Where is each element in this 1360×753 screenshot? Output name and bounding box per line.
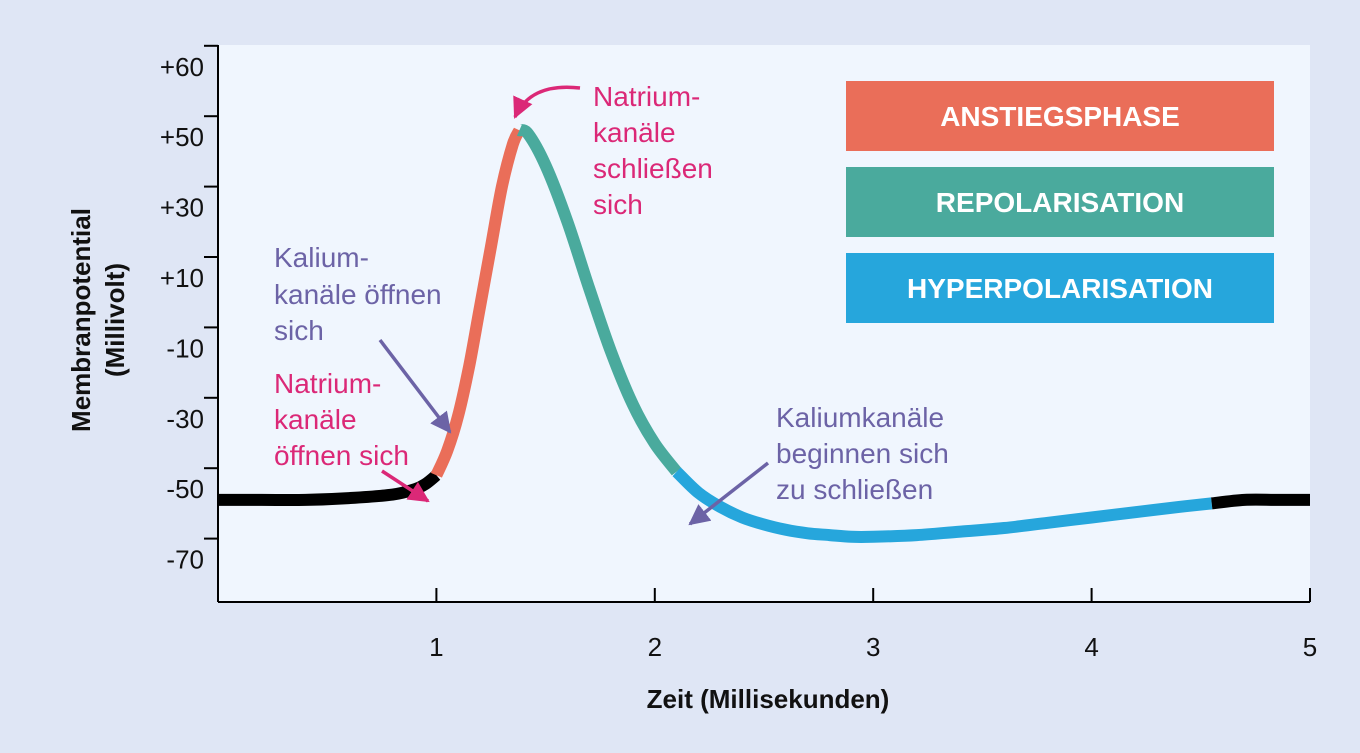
axes: +60 +50 +30 +10 -10 -30 -50 -70 1 2 3 4 5 [160,44,1317,662]
arrow-kalium-close [688,461,770,526]
annotation-kalium-close-line-2: beginnen sich [776,438,949,469]
annotation-kalium-open-line-2: kanäle öffnen [274,279,442,310]
annotation-natrium-close-line-3: schließen [593,153,713,184]
y-tick-label: -10 [166,333,204,363]
x-tick-label: 1 [429,632,443,662]
annotation-natrium-open-line-3: öffnen sich [274,440,409,471]
annotation-natrium-close-line-4: sich [593,189,643,220]
y-axis-title: Membranpotential (Millivolt) [66,208,130,432]
annotation-kalium-open-line-1: Kalium- [274,242,369,273]
y-tick-label: +10 [160,263,204,293]
y-tick-label: +50 [160,122,204,152]
x-tick-label: 2 [648,632,662,662]
curve-segment-anstiegsphase-1 [430,127,525,478]
x-tick-label: 5 [1303,632,1317,662]
annotation-natrium-close: Natrium- kanäle schließen sich [513,81,713,220]
y-axis-title-line-1: Membranpotential [66,208,96,432]
x-tick-label: 4 [1084,632,1098,662]
annotation-natrium-close-line-2: kanäle [593,117,676,148]
membrane-potential-curve [217,124,1310,544]
legend-box-repolarisation [846,167,1274,237]
annotation-kalium-open: Kalium- kanäle öffnen sich [274,242,452,434]
y-axis-title-line-2: (Millivolt) [100,263,130,377]
legend-label-repolarisation: REPOLARISATION [936,187,1184,218]
arrow-natrium-open [381,469,430,503]
annotation-kalium-close-line-3: zu schließen [776,474,933,505]
y-tick-label: -50 [166,474,204,504]
annotation-natrium-close-line-1: Natrium- [593,81,700,112]
y-tick-label: -70 [166,545,204,575]
y-tick-label: -30 [166,404,204,434]
annotation-natrium-open-line-2: kanäle [274,404,357,435]
legend-box-anstiegsphase [846,81,1274,151]
annotation-kalium-close-line-1: Kaliumkanäle [776,402,944,433]
arrow-natrium-close [513,85,581,119]
annotation-natrium-open: Natrium- kanäle öffnen sich [274,368,430,503]
y-tick-label: +30 [160,193,204,223]
annotation-kalium-open-line-3: sich [274,315,324,346]
annotation-kalium-close: Kaliumkanäle beginnen sich zu schließen [688,402,949,526]
curve-segment-repolarisation-2 [516,124,682,476]
y-tick-label: +60 [160,52,204,82]
curve-segment-hyperpolarisation-3 [672,467,1213,544]
annotation-natrium-open-line-1: Natrium- [274,368,381,399]
x-axis-title: Zeit (Millisekunden) [647,684,890,714]
arrow-kalium-open [378,338,452,434]
curve-segment-ruhe-4 [1211,493,1310,510]
legend-box-hyperpolarisation [846,253,1274,323]
legend-label-hyperpolarisation: HYPERPOLARISATION [907,273,1213,304]
x-tick-label: 3 [866,632,880,662]
legend: ANSTIEGSPHASE REPOLARISATION HYPERPOLARISA… [846,81,1274,323]
legend-label-anstiegsphase: ANSTIEGSPHASE [940,101,1180,132]
